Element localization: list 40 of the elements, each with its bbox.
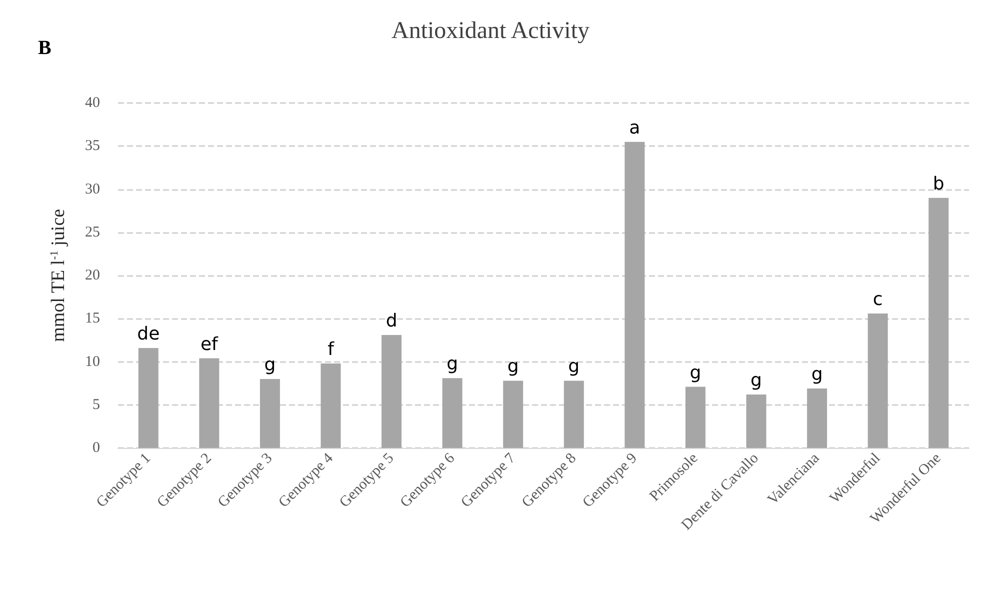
data-label: c (872, 288, 883, 310)
y-tick-label: 40 (85, 95, 100, 111)
bar (807, 388, 828, 448)
data-label: g (507, 356, 519, 378)
bar (442, 378, 462, 448)
bar (503, 380, 524, 448)
text: B (38, 37, 52, 59)
bar (746, 394, 766, 448)
data-label: d (386, 310, 398, 332)
bar (928, 198, 949, 448)
bar (199, 358, 220, 448)
data-label: g (811, 364, 823, 385)
data-label: g (750, 370, 762, 392)
y-tick-label: 35 (85, 138, 100, 154)
y-axis-title: mmol TE l-1 juice (48, 208, 69, 342)
bar (260, 379, 280, 448)
data-label: a (629, 117, 640, 138)
bar (138, 348, 158, 448)
data-label: g (568, 356, 580, 378)
data-label: de (137, 323, 160, 344)
data-label: f (328, 338, 335, 360)
data-label: g (690, 362, 702, 384)
y-tick-label: 20 (85, 268, 100, 284)
bar (382, 335, 402, 448)
y-tick-label: 10 (85, 354, 100, 370)
y-tick-label: 5 (92, 396, 100, 413)
bar (624, 142, 645, 448)
y-tick-label: 30 (85, 181, 100, 198)
y-tick-label: 25 (85, 224, 100, 240)
bar (868, 313, 888, 448)
data-label: g (264, 354, 276, 376)
chart-title: Antioxidant Activity (392, 18, 590, 44)
y-tick-label: 15 (85, 310, 100, 327)
y-tick-label: 0 (92, 440, 100, 456)
data-label: g (446, 354, 458, 375)
bar (564, 380, 584, 448)
data-label: b (932, 173, 944, 194)
bar (685, 386, 706, 448)
data-label: ef (200, 334, 219, 355)
bar (320, 363, 341, 448)
